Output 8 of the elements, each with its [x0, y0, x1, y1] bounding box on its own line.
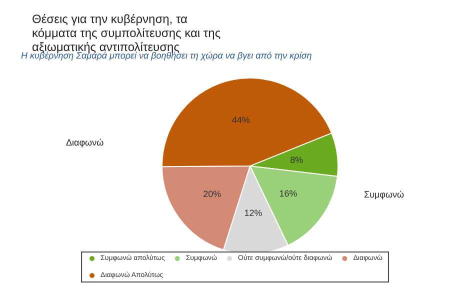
data-label: 16%	[279, 188, 298, 198]
chart-subtitle: Η κυβέρνηση Σαμαρά μπορεί να βοηθήσει τη χώρα να βγει από την κρίση	[21, 50, 312, 60]
data-label: 8%	[290, 154, 304, 165]
text: Διαφωνώ	[66, 138, 104, 148]
data-label: 20%	[203, 188, 222, 199]
data-label: 12%	[244, 208, 262, 218]
data-label: 44%	[232, 114, 250, 125]
text: Συμφωνώ	[364, 190, 404, 200]
